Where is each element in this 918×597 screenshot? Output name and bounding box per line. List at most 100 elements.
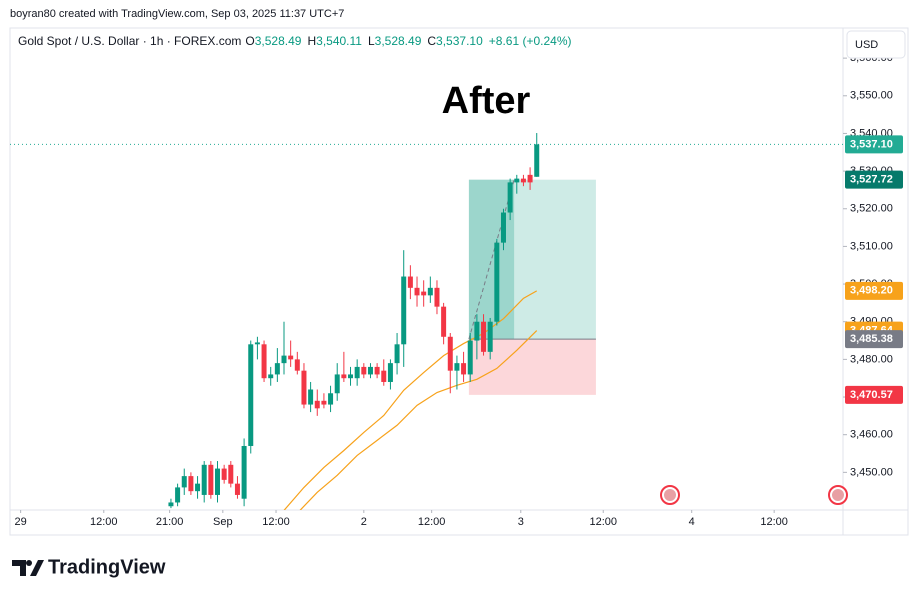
candle-body [394, 344, 400, 364]
candle-body [401, 276, 407, 345]
candle-body [534, 144, 540, 177]
candle-body [195, 483, 201, 492]
candle-body [248, 344, 254, 446]
currency-button[interactable]: USD [846, 30, 906, 59]
x-tick-label: 21:00 [156, 516, 184, 528]
legend-key: O [245, 34, 254, 48]
candle-body [294, 359, 300, 371]
x-tick-label: 12:00 [90, 516, 118, 528]
legend-value: 3,528.49 [255, 34, 302, 48]
candle-body [314, 400, 320, 409]
event-flag[interactable] [660, 485, 848, 505]
candle-body [175, 487, 181, 503]
candle-body [234, 483, 240, 495]
y-tick-label: 3,550.00 [850, 90, 893, 102]
candle-body [374, 366, 380, 375]
candle-body [474, 321, 480, 341]
candle-body [467, 340, 473, 375]
price-tag [845, 330, 903, 349]
candle-body [487, 321, 493, 352]
candle-body [354, 366, 360, 379]
x-tick-label: 12:00 [760, 516, 788, 528]
candle-body [507, 182, 513, 213]
candle-body [414, 287, 420, 296]
price-tag-label: 3,498.20 [850, 285, 893, 297]
legend-value: 3,537.10 [436, 34, 483, 48]
legend-value: 3,528.49 [375, 34, 422, 48]
candle-body [188, 476, 194, 492]
candle-body [341, 374, 347, 379]
candle-body [221, 468, 227, 480]
candle-body [208, 464, 214, 495]
candle-body [447, 336, 453, 371]
candle-body [321, 400, 327, 405]
average-line [283, 290, 538, 510]
candle-body [421, 291, 427, 296]
candle-body [274, 363, 280, 375]
header: boyran80 created with TradingView.com, S… [10, 8, 344, 20]
plot [10, 133, 843, 510]
target-zone [468, 179, 596, 340]
candle-body [461, 363, 467, 375]
candle-body [454, 363, 460, 371]
candle-body [348, 374, 354, 379]
frame [9, 27, 909, 536]
price-tag [845, 170, 903, 189]
x-tick-label: 3 [518, 516, 524, 528]
candle-body [407, 276, 413, 288]
candle-body [308, 389, 314, 405]
x-tick-label: 12:00 [589, 516, 617, 528]
legend-title: Gold Spot / U.S. Dollar · 1h · FOREX.com [18, 34, 241, 48]
price-axis: 3,450.003,460.003,470.003,480.003,490.00… [843, 52, 903, 478]
candle-body [500, 212, 506, 243]
y-tick-label: 3,520.00 [850, 203, 893, 215]
legend-value: 3,540.11 [316, 34, 362, 48]
brand-logo [12, 560, 44, 576]
legend: Gold Spot / U.S. Dollar · 1h · FOREX.com… [18, 34, 572, 48]
price-tag-label: 3,470.57 [850, 389, 893, 401]
candle-body [281, 355, 287, 364]
candle-body [288, 355, 294, 360]
candle-body [387, 363, 393, 382]
x-tick-label: 29 [15, 516, 27, 528]
annotation: After [442, 80, 531, 122]
brand: TradingView [48, 556, 166, 578]
currency[interactable]: USD [855, 39, 878, 51]
legend-key: H [307, 34, 316, 48]
candle-body [427, 287, 433, 296]
average-line [299, 330, 538, 510]
candle-body [527, 174, 533, 183]
x-tick-label: 12:00 [262, 516, 290, 528]
candle-body [181, 476, 187, 488]
candle-body [514, 178, 520, 183]
candle-body [494, 242, 500, 322]
candle-body [481, 321, 487, 352]
x-tick-label: 4 [689, 516, 695, 528]
price-tag-label: 3,485.38 [850, 333, 893, 345]
candle-body [268, 374, 274, 379]
candle-body [261, 344, 267, 379]
price-tag-label: 3,527.72 [850, 174, 893, 186]
candle-body [441, 306, 447, 337]
x-tick-label: Sep [213, 516, 233, 528]
candle-body [520, 178, 526, 183]
legend-key: L [368, 34, 375, 48]
candle-body [254, 342, 260, 345]
x-tick-label: 2 [361, 516, 367, 528]
candle-body [301, 370, 307, 405]
candle-body [215, 468, 221, 495]
x-tick-label: 12:00 [418, 516, 446, 528]
candle-body [241, 445, 247, 499]
candle-body [228, 464, 234, 484]
price-tag [845, 281, 903, 300]
price-tag [845, 135, 903, 154]
candle-body [361, 366, 367, 375]
y-tick-label: 3,510.00 [850, 240, 893, 252]
y-tick-label: 3,450.00 [850, 466, 893, 478]
candle-body [367, 366, 373, 375]
legend-change: +8.61 (+0.24%) [489, 34, 572, 48]
candle-body [334, 374, 340, 394]
y-tick-label: 3,480.00 [850, 353, 893, 365]
candle-body [328, 393, 334, 405]
